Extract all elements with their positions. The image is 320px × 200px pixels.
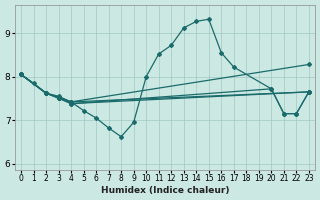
X-axis label: Humidex (Indice chaleur): Humidex (Indice chaleur) [101,186,229,195]
